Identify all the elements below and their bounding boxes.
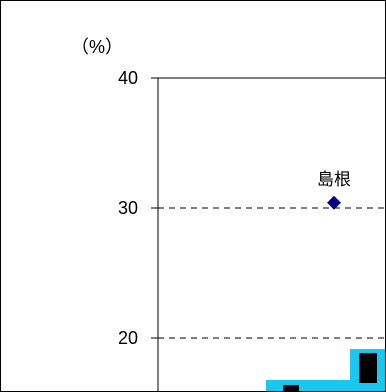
- y-tick-label-40: 40: [118, 68, 138, 88]
- partial-mark-glyph: [359, 353, 377, 383]
- axis-layer: 20 30 40: [118, 68, 159, 391]
- point-marker-0: [327, 195, 341, 210]
- partial-marks-layer: [266, 349, 385, 391]
- y-unit-label: （%）: [71, 37, 123, 57]
- points-layer: 島根: [317, 170, 351, 210]
- partial-mark-bar: [266, 380, 363, 391]
- partial-mark-glyph-small: [283, 385, 299, 391]
- y-tick-label-20: 20: [118, 328, 138, 348]
- point-label-0: 島根: [317, 170, 351, 190]
- grid-layer: [158, 77, 385, 339]
- y-tick-label-30: 30: [118, 198, 138, 218]
